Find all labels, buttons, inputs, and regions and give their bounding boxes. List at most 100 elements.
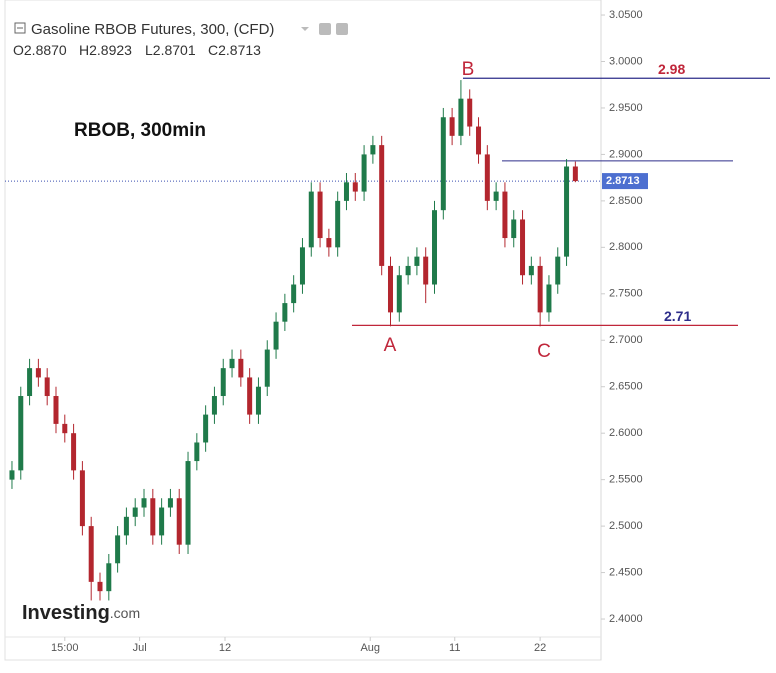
plot-frame <box>4 0 602 661</box>
x-tick-label: 22 <box>534 642 546 654</box>
wave-point-label: B <box>462 59 475 80</box>
candle-body <box>379 145 385 266</box>
x-tick-label: Aug <box>360 642 380 654</box>
candle-body <box>537 265 543 313</box>
candle-body <box>255 386 261 415</box>
candle-body <box>326 238 332 248</box>
candle-body <box>176 498 182 545</box>
candle-body <box>502 191 508 239</box>
gear-icon[interactable] <box>336 23 348 35</box>
candle-body <box>546 284 552 313</box>
candle-body <box>414 256 420 266</box>
x-tick-label: 15:00 <box>51 642 79 654</box>
wave-point-label: C <box>537 341 551 362</box>
candle-body <box>440 117 446 211</box>
candle-body <box>405 265 411 276</box>
brand-logo: Investing.com <box>22 602 140 624</box>
settings-icon[interactable] <box>319 23 331 35</box>
ohlc-open: O2.8870 <box>13 42 67 58</box>
ohlc-high: H2.8923 <box>79 42 132 58</box>
y-tick-label: 2.7500 <box>609 288 643 300</box>
level-label: 2.71 <box>664 308 691 324</box>
ohlc-line: O2.8870 H2.8923 L2.8701 C2.8713 <box>13 42 261 58</box>
candle-body <box>115 535 121 564</box>
y-tick-label: 2.5500 <box>609 474 643 486</box>
candle-body <box>71 433 77 471</box>
candle-body <box>343 182 349 201</box>
candle-body <box>423 256 429 285</box>
candle-body <box>370 145 376 155</box>
candle-body <box>493 191 499 201</box>
x-tick-label: 11 <box>449 642 460 654</box>
candle-body <box>467 98 473 127</box>
ohlc-close: C2.8713 <box>208 42 261 58</box>
candle-body <box>150 498 156 536</box>
candle-body <box>308 191 314 248</box>
candle-body <box>88 526 94 582</box>
y-tick-label: 2.5000 <box>609 520 643 532</box>
candle-body <box>35 368 41 378</box>
candle-body <box>238 358 244 378</box>
candle-body <box>449 117 455 136</box>
brand-name: Investing <box>22 602 110 624</box>
candle-body <box>62 423 68 434</box>
x-tick-label: Jul <box>133 642 147 654</box>
candle-body <box>555 256 561 285</box>
candle-body <box>291 284 297 304</box>
candle-body <box>141 498 147 508</box>
candle-body <box>132 507 138 517</box>
wave-point-label: A <box>384 335 397 356</box>
candle-body <box>27 368 33 397</box>
candle-body <box>159 507 165 536</box>
candle-body <box>44 377 50 397</box>
candle-body <box>264 349 270 387</box>
candle-body <box>476 126 482 155</box>
candle-body <box>53 396 59 424</box>
candle-body <box>361 154 367 192</box>
y-tick-label: 2.7000 <box>609 334 643 346</box>
y-tick-label: 2.9500 <box>609 102 643 114</box>
level-label: 2.98 <box>658 61 685 77</box>
x-tick-label: 12 <box>219 642 231 654</box>
collapse-icon[interactable] <box>14 22 26 34</box>
y-tick-label: 3.0500 <box>609 9 643 21</box>
chart-title: Gasoline RBOB Futures, 300, (CFD) <box>31 21 274 38</box>
last-price-label: 2.8713 <box>606 175 640 187</box>
candle-body <box>317 191 323 239</box>
candle-body <box>572 166 578 182</box>
candle-body <box>432 210 438 285</box>
y-tick-label: 2.6500 <box>609 381 643 393</box>
y-tick-label: 2.8500 <box>609 195 643 207</box>
candle-body <box>220 368 226 397</box>
y-tick-label: 2.4500 <box>609 566 643 578</box>
candle-body <box>247 377 253 415</box>
y-tick-label: 3.0000 <box>609 55 643 67</box>
dropdown-icon[interactable] <box>301 27 309 31</box>
candle-body <box>335 200 341 248</box>
candle-body <box>97 581 103 592</box>
brand-suffix: .com <box>110 605 140 621</box>
candle-body <box>520 219 526 276</box>
candle-body <box>282 303 288 322</box>
candle-body <box>387 265 393 313</box>
candle-body <box>194 442 200 462</box>
y-tick-label: 2.6000 <box>609 427 643 439</box>
last-price-box <box>602 173 648 190</box>
candle-body <box>167 498 173 508</box>
candle-body <box>458 98 464 136</box>
candle-body <box>352 182 358 192</box>
candle-body <box>18 396 24 471</box>
candle-body <box>79 470 85 527</box>
candle-body <box>203 414 209 443</box>
candle-body <box>185 461 191 545</box>
candle-body <box>396 275 402 313</box>
candle-body <box>484 154 490 201</box>
candle-body <box>229 358 235 369</box>
candle-body <box>528 265 534 276</box>
candle-body <box>511 219 517 239</box>
candle-body <box>564 166 570 257</box>
y-tick-label: 2.8000 <box>609 241 643 253</box>
candle-body <box>123 516 129 536</box>
